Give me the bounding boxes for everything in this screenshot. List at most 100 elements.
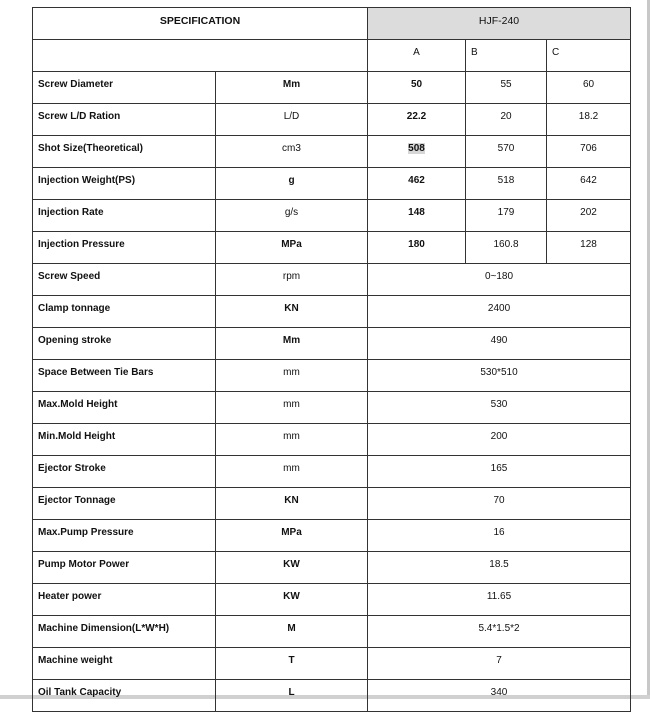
row-label: Shot Size(Theoretical) — [32, 135, 216, 168]
row-label: Clamp tonnage — [32, 295, 216, 328]
row-value: 508 — [367, 135, 466, 168]
scrollbar[interactable] — [647, 0, 650, 699]
table-row: Clamp tonnage KN 2400 — [32, 295, 632, 328]
row-value: 200 — [366, 423, 632, 456]
row-value: 462 — [367, 167, 466, 200]
row-value: 165 — [366, 455, 632, 488]
row-value: 18.5 — [366, 551, 632, 584]
table-row: Max.Mold Height mm 530 — [32, 391, 632, 424]
table-row: Injection Rate g/s 148 179 202 — [32, 199, 632, 232]
row-label: Heater power — [32, 583, 216, 616]
table-row: Shot Size(Theoretical) cm3 508 570 706 — [32, 135, 632, 168]
table-row: Ejector Stroke mm 165 — [32, 455, 632, 488]
table-row: Screw Diameter Mm 50 55 60 — [32, 71, 632, 104]
row-unit: KW — [215, 583, 368, 616]
row-label: Machine Dimension(L*W*H) — [32, 615, 216, 648]
row-unit: Mm — [215, 327, 368, 360]
specification-table: SPECIFICATION HJF-240 A B C Screw Diamet… — [32, 7, 632, 712]
value-text: 570 — [497, 143, 515, 154]
row-label: Machine weight — [32, 647, 216, 680]
row-unit: cm3 — [215, 135, 368, 168]
table-row: Min.Mold Height mm 200 — [32, 423, 632, 456]
row-value: 530*510 — [366, 359, 632, 392]
specification-header: SPECIFICATION — [32, 7, 368, 40]
row-label: Screw L/D Ration — [32, 103, 216, 136]
row-label: Screw Diameter — [32, 71, 216, 104]
row-unit: KN — [215, 295, 368, 328]
row-unit: mm — [215, 391, 368, 424]
row-value: 706 — [545, 135, 632, 168]
table-row: Screw Speed rpm 0~180 — [32, 263, 632, 296]
row-value: 18.2 — [545, 103, 632, 136]
table-row: Ejector Tonnage KN 70 — [32, 487, 632, 520]
value-text: 22.2 — [406, 111, 427, 122]
row-unit: M — [215, 615, 368, 648]
row-label: Ejector Tonnage — [32, 487, 216, 520]
row-value: 11.65 — [366, 583, 632, 616]
row-value: 5.4*1.5*2 — [366, 615, 632, 648]
row-label: Screw Speed — [32, 263, 216, 296]
row-value: 180 — [367, 231, 466, 264]
row-label: Ejector Stroke — [32, 455, 216, 488]
row-unit: Mm — [215, 71, 368, 104]
table-row: Machine Dimension(L*W*H) M 5.4*1.5*2 — [32, 615, 632, 648]
row-label: Min.Mold Height — [32, 423, 216, 456]
row-unit: mm — [215, 455, 368, 488]
row-unit: MPa — [215, 519, 368, 552]
row-value: 148 — [367, 199, 466, 232]
value-text: 50 — [410, 79, 423, 90]
row-value: 518 — [465, 167, 547, 200]
row-unit: KW — [215, 551, 368, 584]
value-text: 518 — [497, 175, 515, 186]
row-value: 0~180 — [366, 263, 632, 296]
row-label: Injection Pressure — [32, 231, 216, 264]
row-unit: L — [215, 679, 368, 712]
row-value: 490 — [366, 327, 632, 360]
value-text: 20 — [500, 111, 512, 122]
row-unit: mm — [215, 423, 368, 456]
value-text: 180 — [408, 239, 425, 250]
row-unit: T — [215, 647, 368, 680]
row-unit: KN — [215, 487, 368, 520]
value-text: 60 — [582, 79, 595, 90]
row-value: 340 — [366, 679, 632, 712]
table-row: Heater power KW 11.65 — [32, 583, 632, 616]
row-value: 50 — [367, 71, 466, 104]
row-label: Opening stroke — [32, 327, 216, 360]
value-text: 706 — [580, 143, 597, 154]
row-label: Pump Motor Power — [32, 551, 216, 584]
row-value: 2400 — [366, 295, 632, 328]
row-label: Space Between Tie Bars — [32, 359, 216, 392]
value-text: 462 — [408, 175, 425, 186]
row-value: 570 — [465, 135, 547, 168]
row-unit: g/s — [215, 199, 368, 232]
row-value: 179 — [465, 199, 547, 232]
table-row: Space Between Tie Bars mm 530*510 — [32, 359, 632, 392]
row-label: Oil Tank Capacity — [32, 679, 216, 712]
table-row: Injection Weight(PS) g 462 518 642 — [32, 167, 632, 200]
variant-header-a: A — [367, 39, 466, 72]
table-row: Opening stroke Mm 490 — [32, 327, 632, 360]
value-text: 179 — [497, 207, 515, 218]
value-text: 148 — [408, 207, 425, 218]
value-text: 18.2 — [578, 111, 599, 122]
empty-header-cell — [32, 39, 368, 72]
table-row: Pump Motor Power KW 18.5 — [32, 551, 632, 584]
row-unit: rpm — [215, 263, 368, 296]
row-value: 22.2 — [367, 103, 466, 136]
row-value: 55 — [465, 71, 547, 104]
row-value: 16 — [366, 519, 632, 552]
model-header: HJF-240 — [366, 7, 632, 40]
row-value: 70 — [366, 487, 632, 520]
table-row: Screw L/D Ration L/D 22.2 20 18.2 — [32, 103, 632, 136]
row-unit: g — [215, 167, 368, 200]
row-value: 642 — [545, 167, 632, 200]
variant-header-c: C — [545, 39, 632, 72]
row-value: 60 — [545, 71, 632, 104]
row-label: Injection Weight(PS) — [32, 167, 216, 200]
row-value: 7 — [366, 647, 632, 680]
row-value: 202 — [545, 199, 632, 232]
value-text: 55 — [500, 79, 512, 90]
table-row: Max.Pump Pressure MPa 16 — [32, 519, 632, 552]
row-value: 160.8 — [465, 231, 547, 264]
